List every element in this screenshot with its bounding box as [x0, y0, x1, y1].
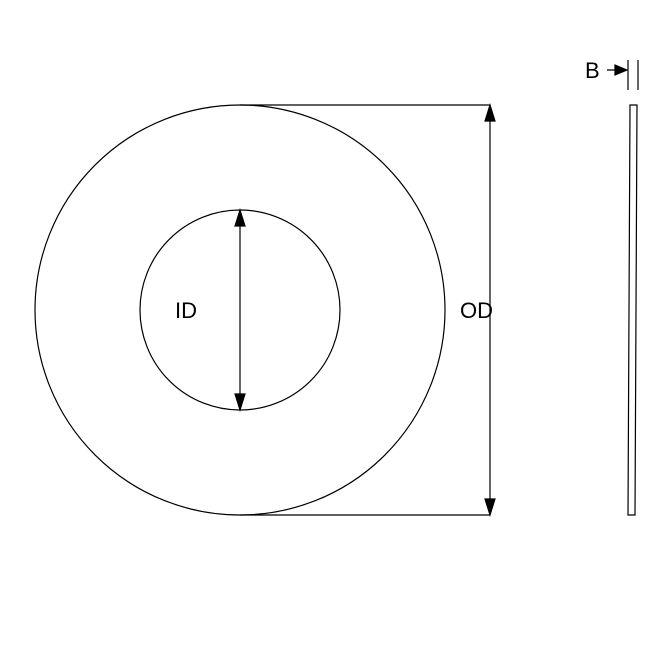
id-label: ID — [175, 298, 197, 323]
id-arrow-bottom — [235, 394, 245, 410]
od-arrow-bottom — [485, 499, 495, 515]
od-arrow-top — [485, 105, 495, 121]
id-arrow-top — [235, 210, 245, 226]
b-arrow-head — [615, 65, 627, 75]
washer-side-view — [628, 105, 637, 515]
thickness-label: B — [585, 58, 600, 83]
od-label: OD — [460, 298, 493, 323]
